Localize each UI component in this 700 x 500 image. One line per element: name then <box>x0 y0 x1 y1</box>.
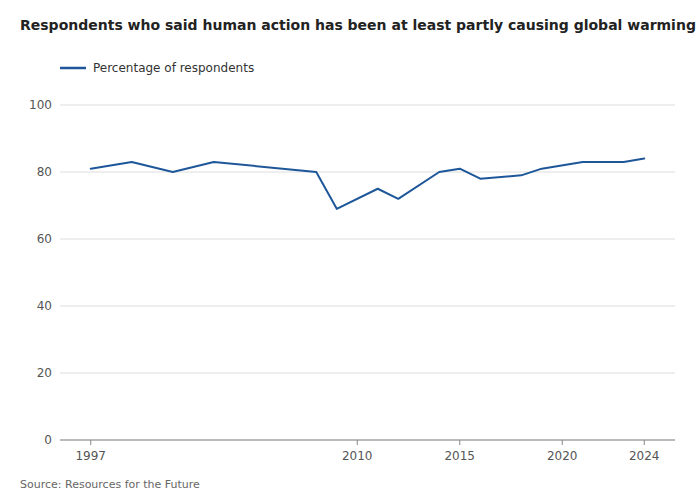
chart-container: Respondents who said human action has be… <box>0 0 700 500</box>
y-tick-label: 0 <box>44 433 52 447</box>
y-tick-label: 40 <box>37 299 52 313</box>
line <box>91 159 645 209</box>
x-tick <box>562 440 563 445</box>
x-tick <box>357 440 358 445</box>
x-tick-label: 2020 <box>547 449 578 463</box>
y-tick-label: 100 <box>29 98 52 112</box>
x-tick-label: 2010 <box>342 449 373 463</box>
y-axis: 0 20 40 60 80 100 <box>29 98 675 447</box>
grid-line <box>60 105 675 106</box>
grid-line <box>60 306 675 307</box>
x-axis: 1997 2010 2015 2020 2024 <box>60 440 675 463</box>
grid-line <box>60 239 675 240</box>
legend: Percentage of respondents <box>60 61 254 75</box>
x-tick <box>90 440 91 445</box>
grid-line <box>60 373 675 374</box>
title: Respondents who said human action has be… <box>20 17 696 33</box>
x-tick <box>459 440 460 445</box>
y-tick-label: 20 <box>37 366 52 380</box>
x-tick-label: 1997 <box>75 449 106 463</box>
chart-svg: Respondents who said human action has be… <box>0 0 700 500</box>
source: Source: Resources for the Future <box>20 478 200 491</box>
y-tick-label: 60 <box>37 232 52 246</box>
grid-line <box>60 172 675 173</box>
grid-line <box>60 440 675 441</box>
x-tick-label: 2024 <box>629 449 660 463</box>
y-tick-label: 80 <box>37 165 52 179</box>
x-tick-label: 2015 <box>444 449 475 463</box>
x-tick <box>644 440 645 445</box>
plot-area <box>91 159 645 209</box>
legend-swatch <box>60 67 86 70</box>
legend-label: Percentage of respondents <box>93 61 254 75</box>
x-axis-line <box>60 440 675 441</box>
